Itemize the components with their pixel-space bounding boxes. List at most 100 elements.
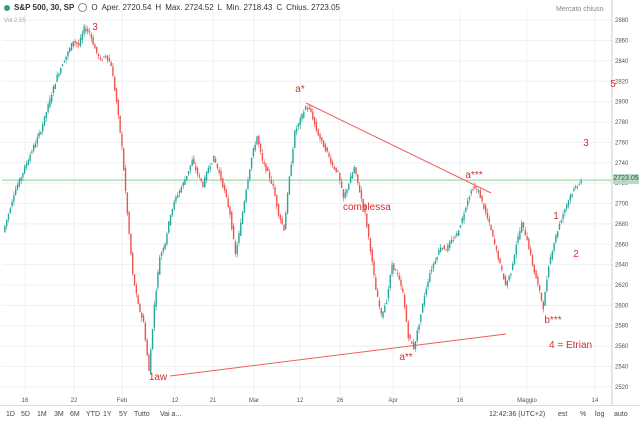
candle [146,340,148,356]
wave-annotation: 1 [553,211,559,222]
range-1d-button[interactable]: 1D [6,411,15,418]
range-all-button[interactable]: Tutto [134,411,150,418]
candle [247,179,249,189]
candle [421,303,424,313]
candle [99,57,102,60]
y-tick-label: 2640 [615,263,629,269]
candle [488,218,490,223]
price-chart[interactable]: 2520 2540 2560 2580 2600 2620 2640 2660 2680 2700… [0,0,640,405]
candle [22,172,24,178]
candle [277,204,280,216]
range-ytd-button[interactable]: YTD [86,411,100,418]
candle [396,272,399,274]
candle [90,34,93,39]
candle [139,303,141,312]
candle [202,181,204,187]
wave-annotation: 3 [583,138,589,149]
candle [389,275,391,289]
range-5d-button[interactable]: 5D [21,411,30,418]
candle [501,266,503,270]
candle [369,238,372,252]
candle [317,129,319,136]
candle [96,46,98,53]
candle [380,308,382,314]
candle [411,341,413,344]
candle [360,190,363,199]
percent-scale-toggle[interactable]: % [580,411,587,418]
y-tick-label: 2520 [615,385,629,391]
candle [573,189,575,191]
candle [351,172,354,179]
candle [517,236,519,243]
candle [162,248,165,252]
range-1m-button[interactable]: 1M [37,411,47,418]
candle [459,225,462,228]
candle [94,44,96,49]
candle [398,275,400,280]
candle [40,132,42,135]
range-5y-button[interactable]: 5Y [119,411,128,418]
candle [232,225,235,239]
candle [299,118,301,125]
x-tick-label: Feb [117,398,128,404]
candle [403,294,406,308]
candle [326,147,328,152]
symbol-label[interactable]: S&P 500, 30, SP [14,3,75,12]
range-6m-button[interactable]: 6M [70,411,80,418]
y-tick-label: 2660 [615,242,629,248]
log-scale-toggle[interactable]: log [595,411,605,418]
candle [445,249,447,251]
candle [263,162,265,164]
candle [367,224,370,238]
candle [564,209,566,213]
candle [259,143,262,152]
y-tick-label: 2600 [615,303,629,309]
candle [400,279,402,287]
candle [54,83,57,90]
candle [313,117,316,124]
x-tick-label: 21 [210,398,217,404]
candle [72,41,75,46]
candle [225,189,228,198]
candle [353,167,355,174]
candle [249,169,251,180]
candle [223,185,226,191]
eye-icon[interactable] [78,3,88,12]
candle [191,159,193,166]
candle [371,249,373,262]
candle [182,182,184,187]
candle [448,242,451,248]
candle [461,218,463,223]
candle [157,271,159,288]
candle [481,195,483,202]
candle [452,239,454,241]
auto-scale-toggle[interactable]: auto [614,411,628,418]
candle [364,204,366,213]
extended-hours-toggle[interactable]: est [558,411,568,418]
clock-label[interactable]: 12:42:36 (UTC+2) [489,411,546,418]
candle [438,249,440,255]
candle [238,233,240,243]
candle [580,180,582,184]
candle [319,134,321,139]
candle [281,218,283,224]
candle [555,235,557,243]
candle [378,300,381,307]
candle [45,112,48,118]
range-1y-button[interactable]: 1Y [103,411,112,418]
goto-date-button[interactable]: Vai a... [160,411,182,418]
candle [385,302,388,304]
candle [133,274,136,286]
candle [42,124,44,132]
candle [470,190,472,194]
wave-annotation: complessa [343,202,391,213]
range-3m-button[interactable]: 3M [54,411,64,418]
candle [434,261,436,264]
candle [295,128,298,133]
candle [519,230,521,240]
candle [121,133,123,147]
candle [79,37,82,46]
y-tick-label: 2860 [615,39,629,45]
candle [272,184,274,186]
candle [70,43,73,51]
